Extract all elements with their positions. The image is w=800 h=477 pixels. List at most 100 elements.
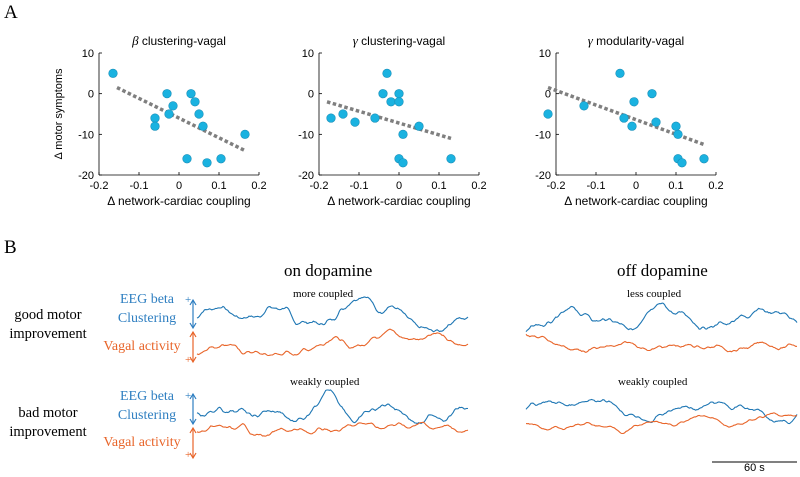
data-point	[651, 117, 661, 127]
scatter-chart-1: -0.2 -0.1 0 0.1 0.2 10 0 -10 -20 β clustering-vag…	[53, 33, 267, 208]
y-axis-label: Δ motor symptoms	[53, 68, 65, 160]
data-point	[699, 154, 709, 164]
data-point	[198, 121, 208, 131]
data-point	[326, 113, 336, 123]
arrow-eeg-good-head-top	[189, 298, 197, 306]
data-point	[194, 109, 204, 119]
data-point	[627, 121, 637, 131]
arrow-eeg-good-head-bottom	[189, 322, 197, 330]
data-point	[168, 101, 178, 111]
x-tick-label: -0.1	[350, 180, 369, 192]
x-tick-label: -0.2	[310, 180, 329, 192]
data-point	[240, 129, 250, 139]
y-tick-label: 10	[302, 48, 314, 60]
sublabel-bad-on: weakly coupled	[290, 376, 360, 388]
x-axis-label: Δ network-cardiac coupling	[327, 194, 470, 208]
y-tick-label: -20	[78, 170, 94, 182]
x-tick-label: -0.2	[90, 180, 109, 192]
data-point	[394, 97, 404, 107]
x-tick-label: 0	[396, 180, 402, 192]
sublabel-good-on: more coupled	[293, 288, 354, 300]
eeg-label-bad: EEG beta Clustering	[107, 387, 187, 425]
data-point	[202, 158, 212, 168]
y-tick-label: 10	[82, 48, 94, 60]
x-tick-label: 0	[176, 180, 182, 192]
row-label-good-line2: improvement	[9, 326, 87, 342]
panel-b-letter: B	[4, 237, 17, 258]
data-point	[382, 68, 392, 78]
data-point	[186, 89, 196, 99]
chart-title: β clustering-vagal	[131, 33, 226, 48]
x-axis-label: Δ network-cardiac coupling	[107, 194, 250, 208]
col-title-on-dopamine: on dopamine	[284, 261, 373, 280]
x-tick-label: 0	[633, 180, 639, 192]
arrow-vagal-good-head-top	[189, 330, 197, 338]
data-point	[182, 154, 192, 164]
data-point	[579, 101, 589, 111]
chart-title-symbol: γ	[588, 33, 596, 48]
x-tick-label: -0.2	[547, 180, 566, 192]
y-tick-label: -20	[298, 170, 314, 182]
data-point	[338, 109, 348, 119]
sublabel-good-off: less coupled	[627, 288, 682, 300]
data-point	[350, 117, 360, 127]
y-tick-label: -10	[78, 129, 94, 141]
chart-title-text: modularity-vagal	[596, 34, 684, 48]
plus-sign-vagal-good: +	[185, 354, 192, 366]
chart-title-symbol: β	[131, 33, 142, 48]
scatter-chart-3: -0.2 -0.1 0 0.1 0.2 10 0 -10 -20 γ modularity-vag…	[535, 33, 724, 208]
data-point	[619, 113, 629, 123]
chart-title: γ modularity-vagal	[588, 33, 684, 48]
x-axis-label: Δ network-cardiac coupling	[564, 194, 707, 208]
chart-title-text: clustering-vagal	[361, 34, 445, 48]
data-point	[398, 129, 408, 139]
arrow-eeg-bad-head-bottom	[189, 418, 197, 426]
row-label-bad-line1: bad motor	[18, 405, 78, 421]
y-tick-label: 0	[545, 89, 551, 101]
x-tick-label: 0.1	[211, 180, 226, 192]
eeg-label-good: EEG beta Clustering	[107, 290, 187, 328]
data-point	[543, 109, 553, 119]
scalebar-label: 60 s	[744, 462, 765, 474]
eeg-label-good-line2: Clustering	[117, 311, 177, 326]
plus-sign-eeg-good: +	[185, 294, 192, 306]
eeg-trace-bad-off	[525, 398, 798, 425]
data-point	[673, 129, 683, 139]
data-point	[378, 89, 388, 99]
data-point	[150, 121, 160, 131]
vagal-trace-good-on	[196, 328, 469, 357]
x-tick-label: 0.2	[708, 180, 723, 192]
y-tick-label: -20	[535, 170, 551, 182]
vagal-label-bad: Vagal activity	[103, 435, 181, 450]
data-point	[162, 89, 172, 99]
arrow-vagal-bad-head-bottom	[189, 452, 197, 460]
y-tick-label: -10	[298, 129, 314, 141]
chart-title-text: clustering-vagal	[142, 34, 226, 48]
row-label-bad-line2: improvement	[9, 424, 87, 440]
panel-a-letter: A	[4, 2, 18, 23]
arrow-vagal-bad-head-top	[189, 426, 197, 434]
x-tick-label: 0.2	[251, 180, 266, 192]
data-point	[647, 89, 657, 99]
vagal-label-good: Vagal activity	[103, 339, 181, 354]
data-point	[108, 68, 118, 78]
data-point	[164, 109, 174, 119]
sublabel-bad-off: weakly coupled	[618, 376, 688, 388]
data-point	[446, 154, 456, 164]
eeg-label-bad-line1: EEG beta	[119, 389, 175, 404]
y-tick-label: 0	[88, 89, 94, 101]
eeg-label-bad-line2: Clustering	[117, 408, 177, 423]
scatter-chart-2: -0.2 -0.1 0 0.1 0.2 10 0 -10 -20 γ clustering-vag…	[298, 33, 487, 208]
x-tick-label: 0.2	[471, 180, 486, 192]
arrow-vagal-good-head-bottom	[189, 356, 197, 364]
x-tick-label: -0.1	[130, 180, 149, 192]
arrow-eeg-bad-head-top	[189, 392, 197, 400]
vagal-trace-bad-off	[525, 412, 798, 435]
chart-title: γ clustering-vagal	[353, 33, 445, 48]
eeg-trace-good-off	[525, 302, 798, 333]
row-label-good-line1: good motor	[14, 307, 82, 323]
vagal-trace-good-off	[525, 333, 798, 353]
data-point	[370, 113, 380, 123]
